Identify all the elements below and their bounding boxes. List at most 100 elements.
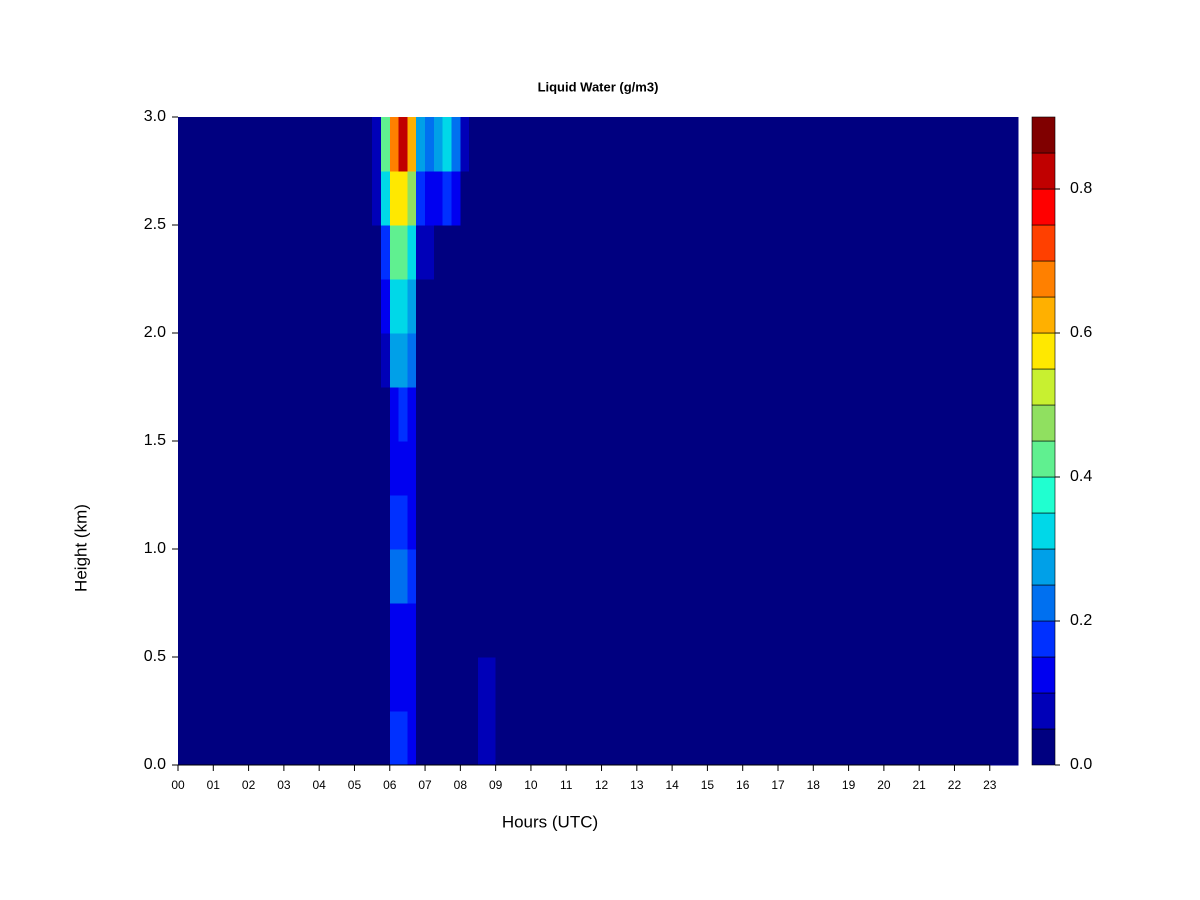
heatmap-cell — [495, 279, 514, 334]
heatmap-cell — [469, 279, 479, 334]
x-tick-label: 07 — [418, 778, 432, 792]
heatmap-cell — [442, 495, 453, 550]
heatmap-cell — [398, 495, 408, 550]
y-tick-label: 3.0 — [144, 108, 166, 125]
heatmap-cell — [469, 117, 479, 172]
heatmap-cell — [372, 711, 382, 766]
heatmap-cell — [442, 117, 453, 172]
heatmap-cell — [380, 225, 391, 280]
heatmap-cell — [530, 387, 1019, 442]
heatmap-cell — [380, 171, 391, 226]
y-tick-label: 1.5 — [144, 432, 166, 449]
heatmap-cell — [389, 657, 400, 712]
heatmap-cell — [372, 117, 382, 172]
heatmap-cell — [495, 387, 514, 442]
heatmap-cell — [372, 603, 382, 658]
heatmap-cell — [178, 171, 373, 226]
heatmap-cell — [178, 117, 373, 172]
heatmap-cell — [442, 603, 453, 658]
heatmap-cell — [425, 333, 435, 388]
x-tick-label: 15 — [701, 778, 715, 792]
heatmap-cell — [451, 441, 461, 496]
heatmap-cell — [389, 495, 400, 550]
heatmap-cell — [451, 279, 461, 334]
colorbar-cell — [1031, 476, 1056, 514]
heatmap-cell — [389, 387, 400, 442]
heatmap-cell — [433, 333, 444, 388]
heatmap-cell — [407, 387, 417, 442]
heatmap-cell — [178, 495, 373, 550]
heatmap-cell — [380, 441, 391, 496]
colorbar-cell — [1031, 620, 1056, 658]
heatmap-cell — [425, 711, 435, 766]
heatmap-cell — [389, 225, 400, 280]
colorbar-cell — [1031, 584, 1056, 622]
heatmap-cell — [442, 441, 453, 496]
heatmap-cell — [398, 117, 408, 172]
heatmap-cell — [425, 441, 435, 496]
heatmap-cell — [433, 495, 444, 550]
heatmap-cell — [398, 441, 408, 496]
heatmap-cell — [416, 225, 426, 280]
heatmap-cell — [469, 387, 479, 442]
heatmap-cell — [495, 225, 514, 280]
heatmap-cell — [469, 549, 479, 604]
heatmap-cell — [513, 549, 532, 604]
heatmap-cell — [442, 171, 453, 226]
heatmap-cell — [442, 225, 453, 280]
heatmap-cell — [513, 117, 532, 172]
x-tick-label: 02 — [242, 778, 256, 792]
x-tick-label: 11 — [560, 778, 573, 792]
heatmap-cell — [425, 225, 435, 280]
heatmap-cell — [372, 387, 382, 442]
heatmap-cell — [495, 171, 514, 226]
colorbar-cell — [1031, 332, 1056, 370]
heatmap-cell — [442, 333, 453, 388]
heatmap-cell — [389, 711, 400, 766]
y-tick-label: 1.0 — [144, 540, 166, 557]
heatmap-cell — [469, 657, 479, 712]
heatmap-cell — [451, 711, 461, 766]
heatmap-cell — [425, 387, 435, 442]
heatmap-cell — [416, 603, 426, 658]
heatmap-cell — [433, 603, 444, 658]
heatmap-cell — [178, 711, 373, 766]
heatmap-cell — [407, 549, 417, 604]
heatmap-cell — [530, 711, 1019, 766]
heatmap-cell — [407, 657, 417, 712]
heatmap-cell — [372, 657, 382, 712]
colorbar-tick-label: 0.2 — [1070, 612, 1092, 629]
heatmap-cell — [469, 603, 479, 658]
heatmap-cell — [372, 279, 382, 334]
heatmap-cell — [398, 603, 408, 658]
heatmap-cell — [425, 279, 435, 334]
heatmap-cell — [372, 333, 382, 388]
x-tick-label: 22 — [948, 778, 962, 792]
heatmap-cell — [407, 279, 417, 334]
heatmap-cell — [469, 441, 479, 496]
x-tick-label: 13 — [630, 778, 644, 792]
heatmap-cell — [478, 549, 497, 604]
heatmap-cell — [380, 387, 391, 442]
y-axis-label: Height (km) — [71, 504, 90, 592]
heatmap-cell — [389, 333, 400, 388]
heatmap-cell — [460, 171, 470, 226]
heatmap-cell — [398, 387, 408, 442]
heatmap-cell — [380, 549, 391, 604]
heatmap-cell — [433, 549, 444, 604]
heatmap-cell — [478, 603, 497, 658]
x-tick-label: 20 — [877, 778, 891, 792]
heatmap-cell — [425, 603, 435, 658]
heatmap-cell — [451, 225, 461, 280]
heatmap-cell — [380, 117, 391, 172]
heatmap-cell — [451, 387, 461, 442]
heatmap-cell — [513, 279, 532, 334]
chart-title: Liquid Water (g/m3) — [538, 79, 659, 94]
heatmap-cell — [407, 711, 417, 766]
x-tick-label: 17 — [771, 778, 785, 792]
heatmap-cell — [398, 711, 408, 766]
heatmap-cell — [416, 171, 426, 226]
heatmap-cell — [460, 117, 470, 172]
x-tick-label: 21 — [912, 778, 926, 792]
